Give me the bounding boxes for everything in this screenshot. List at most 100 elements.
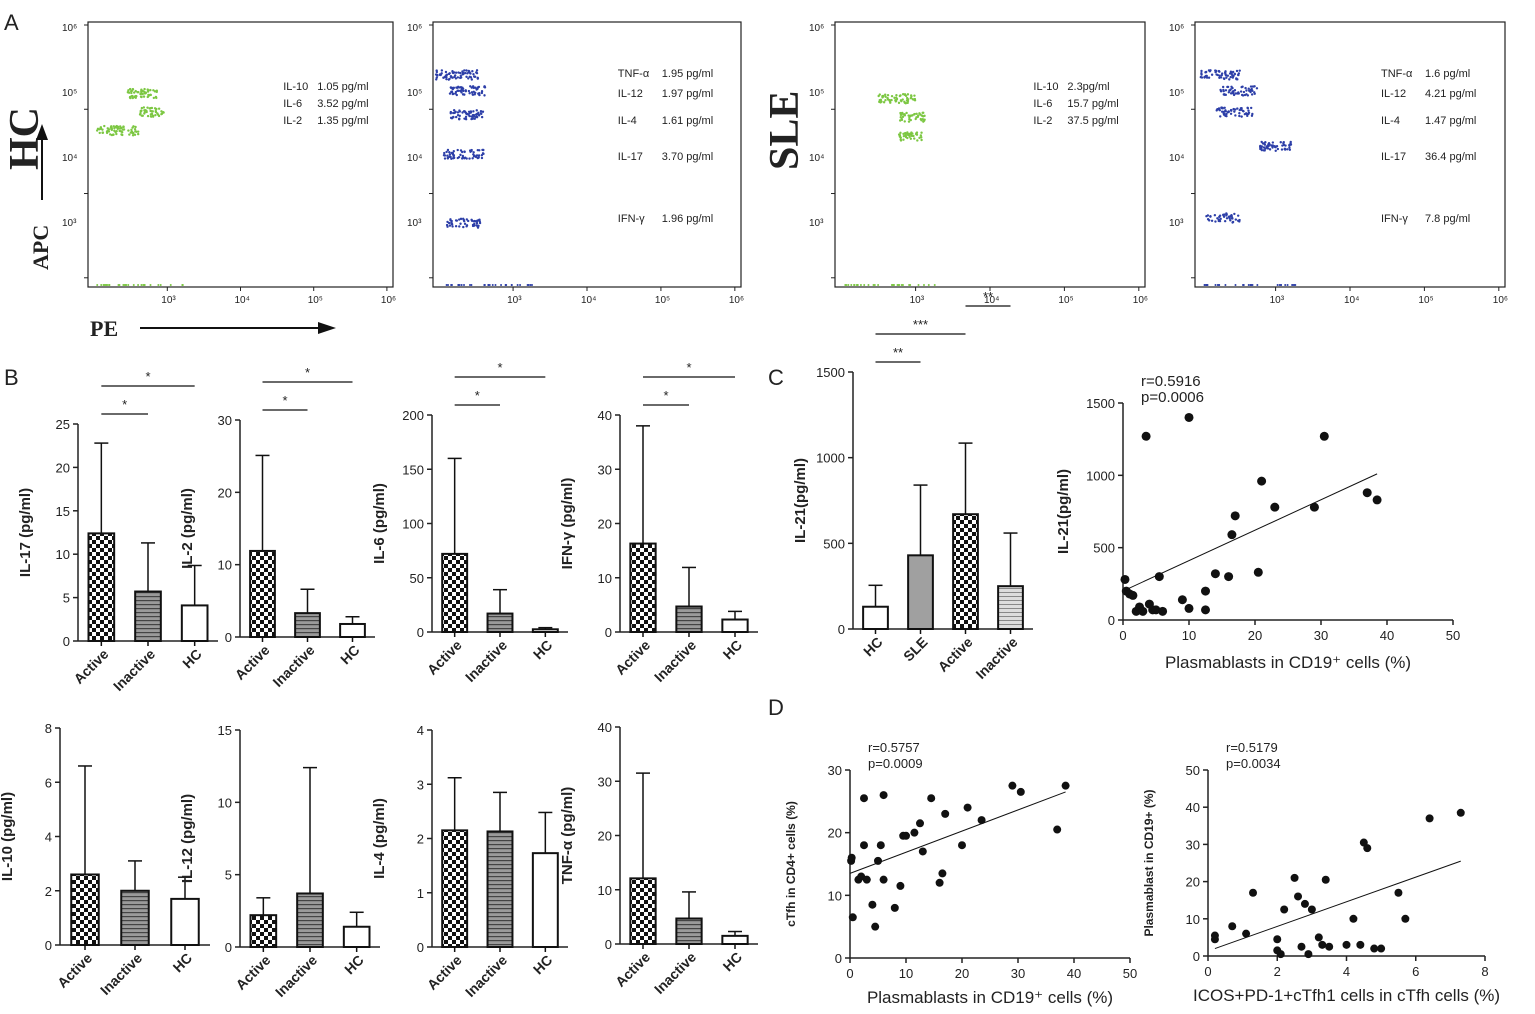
- y-axis-label: IL-2 (pg/ml): [179, 488, 196, 569]
- data-point: [1325, 942, 1334, 951]
- bar-inactive: [486, 612, 514, 633]
- facs-event-dot: [890, 94, 894, 98]
- facs-event-dot: [1225, 112, 1228, 116]
- facs-event-dot: [909, 96, 913, 100]
- x-tick-label: HC: [860, 634, 886, 660]
- data-point: [1249, 888, 1258, 897]
- facs-event-dot: [1229, 112, 1233, 115]
- facs-baseline-dot: [519, 284, 522, 286]
- facs-event-dot: [901, 98, 904, 101]
- facs-baseline-dot: [127, 284, 130, 286]
- facs-baseline-dot: [96, 284, 99, 286]
- facs-baseline-dot: [123, 284, 126, 286]
- facs-event-dot: [477, 85, 481, 89]
- facs-event-dot: [474, 115, 478, 119]
- significance-mark: *: [497, 360, 502, 375]
- facs-event-dot: [135, 130, 138, 133]
- data-point: [1138, 606, 1148, 616]
- facs-event-dot: [913, 137, 916, 140]
- facs-event-dot: [118, 129, 121, 133]
- facs-event-dot: [461, 70, 464, 73]
- facs-y-tick-label: 10³: [1169, 218, 1184, 229]
- facs-event-dot: [884, 99, 887, 102]
- data-point: [963, 803, 972, 812]
- data-point: [1158, 606, 1168, 616]
- x-tick-label: Active: [54, 950, 95, 991]
- x-tick-label: HC: [719, 949, 745, 975]
- facs-entry-value: 1.61 pg/ml: [662, 115, 713, 127]
- facs-y-tick-label: 10⁵: [407, 88, 422, 99]
- facs-event-dot: [137, 130, 140, 133]
- x-tick-label: 10: [1182, 628, 1196, 643]
- y-tick-label: 15: [218, 723, 232, 738]
- facs-event-dot: [471, 157, 474, 160]
- facs-event-dot: [99, 127, 103, 131]
- y-tick-label: 15: [56, 504, 70, 519]
- facs-event-dot: [903, 100, 906, 103]
- x-tick-label: 10: [899, 966, 913, 981]
- facs-baseline-dot: [927, 284, 930, 286]
- facs-event-dot: [452, 92, 455, 96]
- facs-event-dot: [915, 116, 918, 119]
- facs-event-dot: [900, 117, 903, 121]
- facs-event-dot: [474, 113, 478, 116]
- significance-mark: **: [893, 345, 903, 360]
- y-tick-label: 5: [225, 868, 232, 883]
- facs-event-dot: [442, 76, 445, 79]
- facs-event-dot: [134, 89, 137, 93]
- facs-baseline-dot: [458, 284, 461, 286]
- facs-event-dot: [1247, 87, 1250, 90]
- facs-event-dot: [458, 225, 461, 228]
- facs-event-dot: [476, 77, 480, 80]
- x-tick-label: 6: [1412, 964, 1419, 979]
- facs-event-dot: [436, 74, 439, 77]
- y-tick-label: 1500: [816, 365, 845, 380]
- facs-event-dot: [448, 92, 452, 95]
- y-tick-label: 30: [218, 413, 232, 428]
- facs-event-dot: [1253, 85, 1256, 88]
- data-point: [935, 878, 944, 887]
- facs-event-dot: [142, 95, 146, 98]
- facs-event-dot: [899, 138, 902, 141]
- facs-event-dot: [465, 218, 469, 221]
- facs-entry-value: 3.70 pg/ml: [662, 151, 713, 163]
- y-tick-label: 10: [828, 888, 842, 903]
- facs-x-tick-label: 10⁴: [581, 295, 596, 306]
- facs-event-dot: [1273, 144, 1276, 148]
- facs-event-dot: [890, 98, 893, 102]
- facs-event-dot: [1283, 147, 1287, 150]
- facs-event-dot: [459, 153, 462, 157]
- facs-event-dot: [449, 75, 453, 79]
- facs-event-dot: [152, 96, 156, 100]
- facs-event-dot: [1268, 148, 1272, 151]
- data-point: [876, 841, 885, 850]
- data-point: [1319, 431, 1329, 441]
- facs-baseline-dot: [896, 284, 899, 286]
- facs-event-dot: [472, 155, 476, 158]
- facs-event-dot: [470, 78, 474, 81]
- facs-event-dot: [456, 156, 459, 160]
- x-tick-label: HC: [337, 642, 363, 668]
- facs-event-dot: [1244, 86, 1247, 90]
- facs-event-dot: [133, 91, 136, 94]
- facs-event-dot: [458, 218, 461, 221]
- facs-entry-name: IL-10: [283, 81, 308, 93]
- facs-baseline-dot: [100, 284, 103, 286]
- y-tick-label: 25: [56, 417, 70, 432]
- data-point: [1290, 873, 1299, 882]
- facs-baseline-dot: [1291, 284, 1294, 286]
- facs-event-dot: [472, 151, 475, 154]
- facs-event-dot: [920, 131, 923, 134]
- facs-event-dot: [114, 131, 117, 134]
- facs-event-dot: [916, 139, 919, 142]
- x-tick-label: HC: [179, 646, 205, 672]
- x-tick-label: HC: [530, 637, 556, 663]
- facs-event-dot: [467, 77, 470, 80]
- facs-x-tick-label: 10⁴: [235, 295, 250, 306]
- y-axis-label: IL-21(pg/ml): [792, 458, 809, 543]
- facs-event-dot: [132, 125, 135, 128]
- y-tick-label: 40: [1186, 800, 1200, 815]
- data-point: [1362, 488, 1372, 498]
- y-tick-label: 1500: [1086, 396, 1115, 411]
